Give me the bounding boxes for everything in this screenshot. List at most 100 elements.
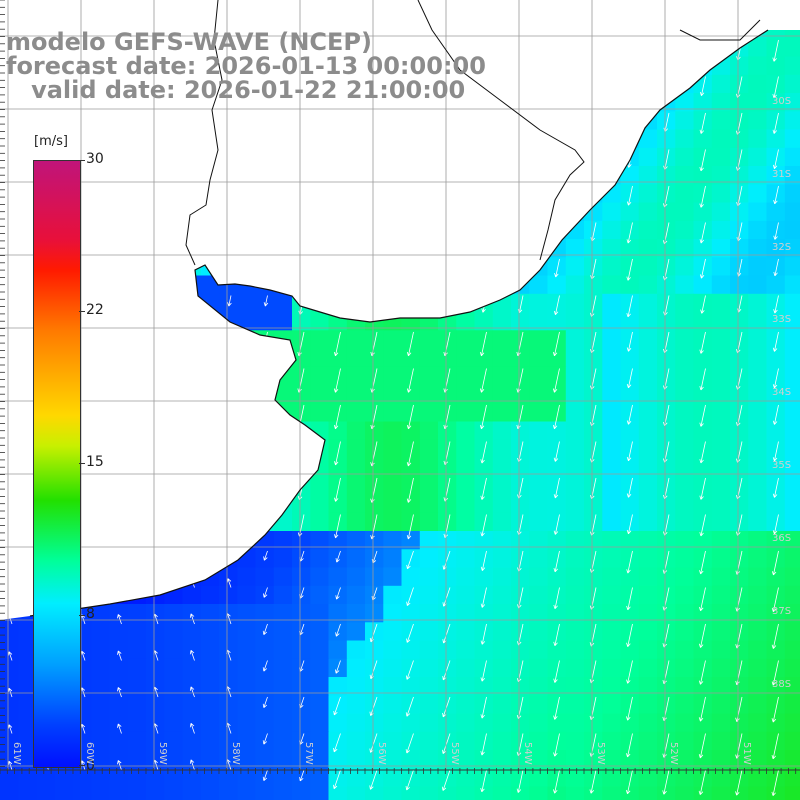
wind-speed-cell [766, 129, 786, 149]
wind-speed-cell [292, 567, 311, 587]
wind-speed-cell [419, 476, 439, 496]
wind-speed-cell [237, 768, 257, 788]
wind-speed-cell [730, 476, 749, 496]
wind-arrow [333, 404, 341, 430]
wind-speed-cell [511, 677, 530, 696]
wind-speed-cell [346, 366, 366, 386]
wind-speed-cell [565, 640, 585, 660]
wind-speed-cell [748, 585, 768, 605]
wind-speed-cell [693, 567, 713, 587]
wind-arrow [553, 623, 560, 646]
wind-speed-cell [328, 494, 348, 514]
wind-speed-cell [474, 622, 494, 642]
wind-speed-cell [346, 403, 366, 423]
wind-speed-cell [565, 366, 585, 386]
wind-arrow [479, 368, 487, 393]
wind-speed-cell [638, 312, 658, 331]
country-border [185, 0, 761, 266]
wind-speed-cell [474, 312, 494, 331]
wind-speed-cell [602, 403, 622, 423]
wind-speed-cell [401, 330, 421, 350]
wind-speed-cell [456, 750, 476, 769]
wind-speed-cell [784, 56, 800, 76]
wind-speed-cell [474, 439, 494, 459]
wind-arrow [589, 769, 597, 794]
wind-speed-cell [365, 385, 384, 404]
wind-speed-cell [620, 403, 640, 423]
wind-speed-cell [346, 695, 366, 715]
wind-arrow [516, 769, 524, 793]
wind-speed-cell [346, 640, 366, 660]
wind-speed-cell [200, 604, 220, 623]
wind-arrow [662, 769, 670, 795]
wind-speed-cell [492, 677, 512, 696]
coastline [29, 29, 769, 617]
wind-speed-cell [346, 494, 366, 514]
wind-speed-cell [693, 275, 713, 295]
wind-speed-cell [565, 750, 585, 769]
wind-speed-cell [602, 275, 622, 295]
wind-speed-cell [602, 330, 622, 350]
wind-speed-cell [511, 385, 530, 404]
wind-speed-cell [766, 312, 786, 331]
wind-speed-cell [18, 713, 38, 733]
wind-speed-cell [547, 385, 567, 404]
wind-speed-cell [237, 786, 257, 800]
wind-speed-cell [784, 713, 800, 733]
wind-speed-cell [474, 330, 494, 350]
wind-speed-cell [146, 677, 165, 696]
wind-speed-cell [693, 330, 713, 350]
wind-speed-cell [328, 439, 348, 459]
wind-speed-cell [730, 74, 749, 94]
wind-speed-cell [401, 567, 421, 587]
wind-speed-cell [620, 458, 640, 477]
wind-speed-cell [346, 713, 366, 733]
wind-speed-cell [584, 403, 603, 423]
wind-speed-cell [657, 567, 676, 587]
wind-speed-cell [565, 403, 585, 423]
wind-speed-cell [292, 677, 311, 696]
wind-arrow [626, 441, 633, 462]
wind-speed-cell [638, 202, 658, 222]
wind-speed-cell [730, 220, 749, 240]
wind-speed-cell [657, 366, 676, 386]
wind-arrow [480, 550, 487, 571]
wind-arrow [699, 149, 706, 172]
wind-speed-cell [456, 622, 476, 642]
wind-speed-cell [565, 476, 585, 496]
wind-speed-cell [346, 421, 366, 441]
wind-speed-cell [346, 512, 366, 532]
wind-speed-cell [748, 512, 768, 532]
wind-speed-cell [748, 257, 768, 277]
wind-speed-cell [711, 330, 731, 350]
wind-speed-cell [146, 786, 165, 800]
wind-arrow [771, 587, 779, 613]
wind-speed-cell [182, 622, 202, 642]
wind-speed-cell [182, 786, 202, 800]
wind-speed-cell [310, 385, 330, 404]
wind-speed-cell [547, 585, 567, 605]
wind-speed-cell [693, 166, 713, 185]
wind-speed-cell [784, 275, 800, 295]
wind-speed-cell [602, 585, 622, 605]
wind-speed-cell [456, 330, 476, 350]
wind-speed-cell [584, 731, 603, 751]
wind-speed-cell [565, 604, 585, 623]
wind-speed-cell [675, 476, 695, 496]
wind-speed-cell [565, 658, 585, 678]
wind-speed-cell [529, 604, 549, 623]
wind-speed-cell [784, 93, 800, 112]
lat-label: 38S [772, 679, 792, 690]
wind-speed-cell [693, 677, 713, 696]
wind-speed-cell [492, 421, 512, 441]
wind-speed-cell [273, 731, 293, 751]
colorbar-tickmark [79, 160, 85, 161]
wind-speed-cell [620, 512, 640, 532]
wind-speed-cell [73, 786, 92, 800]
wind-speed-cell [255, 312, 275, 331]
wind-speed-cell [602, 385, 622, 404]
wind-speed-cell [620, 658, 640, 678]
wind-speed-cell [766, 111, 786, 131]
wind-speed-cell [784, 458, 800, 477]
wind-speed-cell [693, 750, 713, 769]
